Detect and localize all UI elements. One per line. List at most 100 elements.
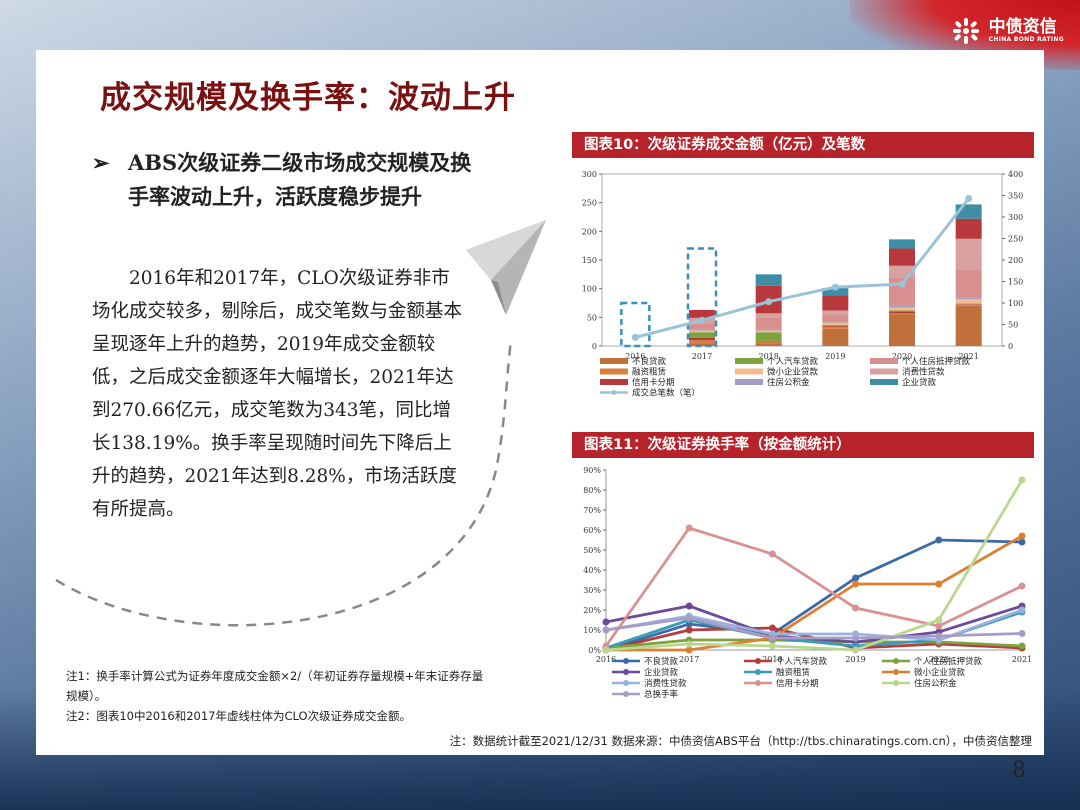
y-tick-label: 70%: [583, 506, 601, 515]
notes-block: 注1：换手率计算公式为证券年度成交金额×2/（年初证券存量规模+年末证券存量规模…: [66, 666, 486, 726]
series-point: [685, 640, 693, 648]
y2-tick-label: 150: [1008, 278, 1023, 287]
bar-segment: [889, 265, 915, 278]
series-point: [935, 580, 943, 588]
bar-segment: [889, 311, 915, 314]
bar-segment: [955, 297, 982, 299]
series-line: [605, 479, 1024, 652]
bar-segment: [755, 330, 782, 333]
bar-segment: [689, 332, 715, 338]
series-point: [1018, 476, 1026, 484]
x-tick-label: 2019: [825, 352, 845, 361]
y2-tick-label: 50: [1008, 321, 1018, 330]
bar-segment: [689, 309, 715, 318]
x-tick-label: 2016: [596, 655, 616, 664]
bar-segment: [755, 340, 782, 342]
bar-segment: [755, 343, 782, 346]
legend-marker: [623, 658, 629, 664]
source-note: 注：数据统计截至2021/12/31 数据来源：中债资信ABS平台（http:/…: [449, 734, 1032, 748]
bar-segment: [755, 313, 782, 318]
count-point: [831, 283, 839, 291]
legend-swatch: [870, 358, 898, 364]
note-1: 注1：换手率计算公式为证券年度成交金额×2/（年初证券存量规模+年末证券存量规模…: [66, 669, 484, 703]
y-tick-label: 100: [582, 285, 597, 294]
y2-tick-label: 200: [1008, 256, 1023, 265]
y2-tick-label: 250: [1008, 235, 1023, 244]
series-point: [602, 618, 610, 626]
bar-segment: [822, 315, 849, 322]
count-point: [698, 316, 706, 324]
dashed-bar: [620, 301, 651, 348]
legend-label: 个人汽车贷款: [767, 356, 819, 367]
series-point: [935, 616, 943, 624]
bar-segment: [889, 305, 915, 308]
bar-segment: [822, 288, 849, 296]
series-point: [768, 550, 776, 558]
series-point: [602, 646, 610, 654]
y-tick-label: 90%: [583, 466, 601, 475]
bar-segment: [955, 304, 982, 306]
x-tick-label: 2021: [1012, 655, 1032, 664]
series-point: [852, 574, 860, 582]
legend-label: 总换手率: [644, 689, 679, 700]
y-tick-label: 150: [582, 256, 597, 265]
series-point: [1018, 606, 1026, 614]
y2-tick-label: 100: [1008, 299, 1023, 308]
x-tick-label: 2018: [758, 352, 778, 361]
paper-plane-decoration: [55, 220, 546, 627]
legend-label: 企业贷款: [644, 667, 679, 678]
bar-segment: [822, 321, 849, 323]
count-point: [898, 280, 906, 288]
legend-label: 个人汽车贷款: [776, 656, 828, 667]
y-tick-label: 60%: [583, 526, 601, 535]
bar-segment: [955, 238, 982, 270]
bar-segment: [689, 340, 715, 344]
bar-segment: [755, 317, 782, 330]
page-number: 8: [1012, 758, 1026, 783]
chart-11-title: 图表11：次级证券换手率（按金额统计）: [572, 432, 1034, 458]
series-point: [602, 626, 610, 634]
bar-segment: [689, 337, 715, 341]
chart-11: 图表11：次级证券换手率（按金额统计） 0% 10% 20% 30% 40% 50% 60%…: [572, 432, 1034, 722]
series-point: [768, 642, 776, 650]
legend-swatch: [600, 368, 628, 375]
brand-flower-icon: [952, 18, 979, 44]
y2-tick-label: 300: [1008, 213, 1023, 222]
brand-logo: 中债资信 CHINA BOND RATING: [951, 16, 1064, 46]
series-point: [852, 604, 860, 612]
y-tick-label: 20%: [583, 606, 601, 615]
legend-label: 个人住房抵押贷款: [902, 356, 971, 367]
legend-swatch: [870, 379, 898, 385]
bar-segment: [889, 248, 915, 266]
chart-10: 图表10：次级证券成交金额（亿元）及笔数 0 50 100 150 200 250 300 0…: [572, 132, 1034, 428]
bar-segment: [822, 310, 849, 316]
legend-label: 融资租赁: [776, 667, 811, 678]
legend-marker: [623, 669, 629, 675]
bar-segment: [889, 239, 915, 249]
legend-swatch: [735, 379, 763, 385]
bar-segment: [755, 329, 782, 331]
bar-segment: [822, 328, 849, 346]
chart-11-svg: 0% 10% 20% 30% 40% 50% 60% 70% 80% 90% 2016 2017 201…: [583, 466, 1032, 700]
x-tick-label: 2019: [845, 655, 865, 664]
legend-label: 企业贷款: [902, 377, 937, 388]
legend-label: 消费性贷款: [644, 678, 687, 689]
bar-segment: [822, 326, 849, 329]
y-tick-label: 10%: [583, 626, 601, 635]
y-tick-label: 30%: [583, 586, 601, 595]
legend-label: 信用卡分期: [776, 678, 819, 689]
x-tick-label: 2017: [692, 352, 712, 361]
series-point: [768, 634, 776, 642]
legend-swatch: [600, 379, 628, 385]
legend-marker: [755, 658, 761, 664]
y-tick-label: 250: [582, 199, 597, 208]
bar-segment: [822, 325, 849, 327]
series-point: [768, 624, 776, 632]
legend-label: 信用卡分期: [632, 377, 675, 388]
series-line: [604, 526, 1023, 647]
y-tick-label: 50%: [583, 546, 601, 555]
series-line: [605, 538, 1023, 652]
legend-swatch: [735, 368, 763, 375]
bar-segment: [889, 313, 915, 315]
series-point: [685, 602, 693, 610]
